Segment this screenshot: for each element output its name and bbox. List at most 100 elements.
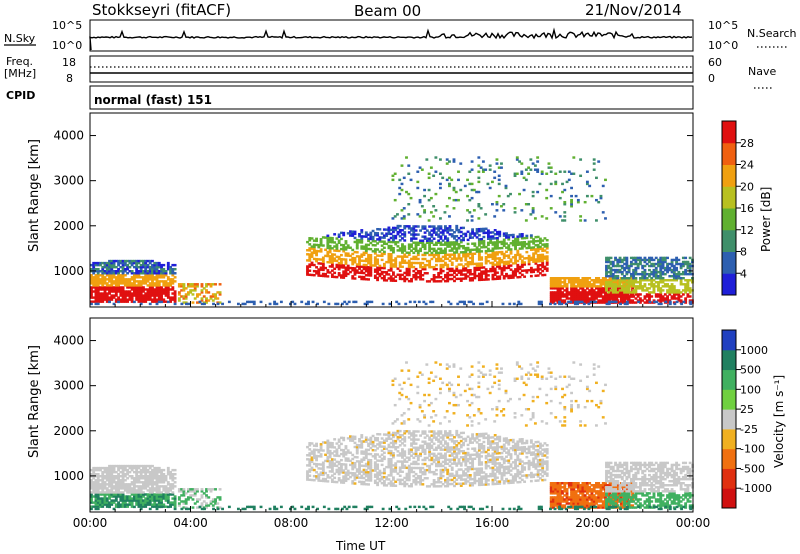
power-cell — [570, 172, 573, 175]
power-cell — [531, 209, 535, 212]
power-cell — [464, 263, 468, 266]
velocity-cell — [351, 471, 355, 475]
power-cell — [412, 265, 416, 269]
power-cell — [119, 288, 123, 291]
power-data-cells — [90, 156, 694, 306]
velocity-cell — [328, 476, 332, 479]
power-cell — [335, 243, 339, 246]
power-cell — [96, 263, 100, 267]
power-cell — [446, 275, 450, 279]
power-cell — [310, 237, 314, 240]
power-cell — [334, 302, 338, 306]
velocity-cell — [396, 431, 400, 435]
velocity-cell — [310, 442, 314, 445]
power-cell — [520, 261, 524, 264]
velocity-cell — [324, 471, 328, 475]
power-cell — [471, 236, 475, 239]
velocity-cell — [362, 450, 366, 453]
power-cell — [668, 285, 672, 288]
power-cell — [387, 232, 391, 236]
power-cell — [355, 271, 359, 274]
velocity-cell — [92, 485, 96, 488]
power-cell — [520, 247, 524, 250]
power-cell — [682, 300, 686, 304]
velocity-cell — [216, 502, 220, 505]
power-cell — [520, 263, 524, 266]
power-cell — [101, 274, 105, 277]
power-cell — [659, 297, 663, 300]
cpid-label: CPID — [6, 89, 35, 102]
velocity-cell — [146, 493, 150, 496]
power-cell — [353, 250, 357, 254]
power-cell — [561, 285, 564, 288]
power-cell — [364, 249, 368, 253]
power-cell — [654, 272, 658, 276]
power-cell — [394, 243, 398, 246]
power-cell — [599, 295, 603, 298]
velocity-cell — [335, 450, 339, 453]
velocity-cell — [193, 492, 197, 495]
power-cell — [358, 267, 361, 270]
power-cell — [675, 262, 679, 266]
velocity-cell — [385, 447, 389, 451]
power-cell — [595, 295, 598, 298]
power-cell — [670, 264, 674, 268]
velocity-cell — [355, 460, 359, 463]
power-cell — [500, 250, 504, 254]
power-cell — [477, 217, 481, 220]
power-cell — [418, 200, 422, 204]
velocity-cell — [351, 482, 355, 485]
power-cell — [342, 246, 346, 249]
power-cell — [511, 233, 515, 237]
velocity-cell — [315, 462, 318, 466]
power-cell — [373, 270, 377, 273]
power-cell — [588, 289, 592, 292]
power-cell — [583, 297, 587, 300]
velocity-cell — [392, 464, 395, 467]
velocity-cell — [369, 477, 373, 480]
velocity-cell — [130, 489, 134, 492]
velocity-cell — [380, 437, 384, 440]
power-cell — [132, 300, 136, 304]
power-cell — [597, 200, 601, 204]
power-cell — [432, 215, 436, 218]
power-cell — [352, 300, 356, 304]
power-cell — [627, 295, 631, 298]
power-cell — [438, 217, 442, 220]
velocity-cell — [166, 472, 170, 476]
velocity-cell — [173, 495, 177, 498]
velocity-cell — [169, 483, 173, 486]
power-cell — [96, 276, 100, 279]
velocity-cell — [112, 468, 116, 472]
power-cell — [101, 300, 105, 303]
power-cell — [441, 239, 445, 242]
power-cell — [132, 292, 136, 295]
power-cell — [392, 273, 395, 276]
power-cell — [128, 294, 132, 297]
power-cell — [462, 253, 465, 256]
velocity-cell — [110, 475, 114, 478]
velocity-cell — [367, 473, 370, 476]
power-cell — [425, 263, 429, 267]
power-cell — [468, 262, 472, 266]
power-cell — [645, 262, 649, 266]
velocity-cell — [392, 441, 395, 445]
power-cell — [392, 263, 395, 266]
velocity-cell — [162, 481, 166, 484]
power-cell — [148, 274, 152, 277]
power-cell — [317, 245, 321, 249]
power-cell — [101, 286, 105, 289]
power-cell — [659, 293, 663, 296]
velocity-cell — [367, 483, 370, 486]
velocity-cell — [389, 453, 393, 457]
power-cell — [344, 242, 348, 245]
velocity-cell — [362, 480, 366, 484]
power-cell — [471, 277, 475, 280]
velocity-cell — [148, 501, 152, 504]
power-cell — [319, 244, 323, 247]
power-cell — [450, 273, 454, 277]
power-cell — [392, 277, 395, 280]
power-cell — [509, 276, 513, 280]
power-cell — [416, 261, 420, 265]
velocity-cell — [337, 454, 341, 458]
